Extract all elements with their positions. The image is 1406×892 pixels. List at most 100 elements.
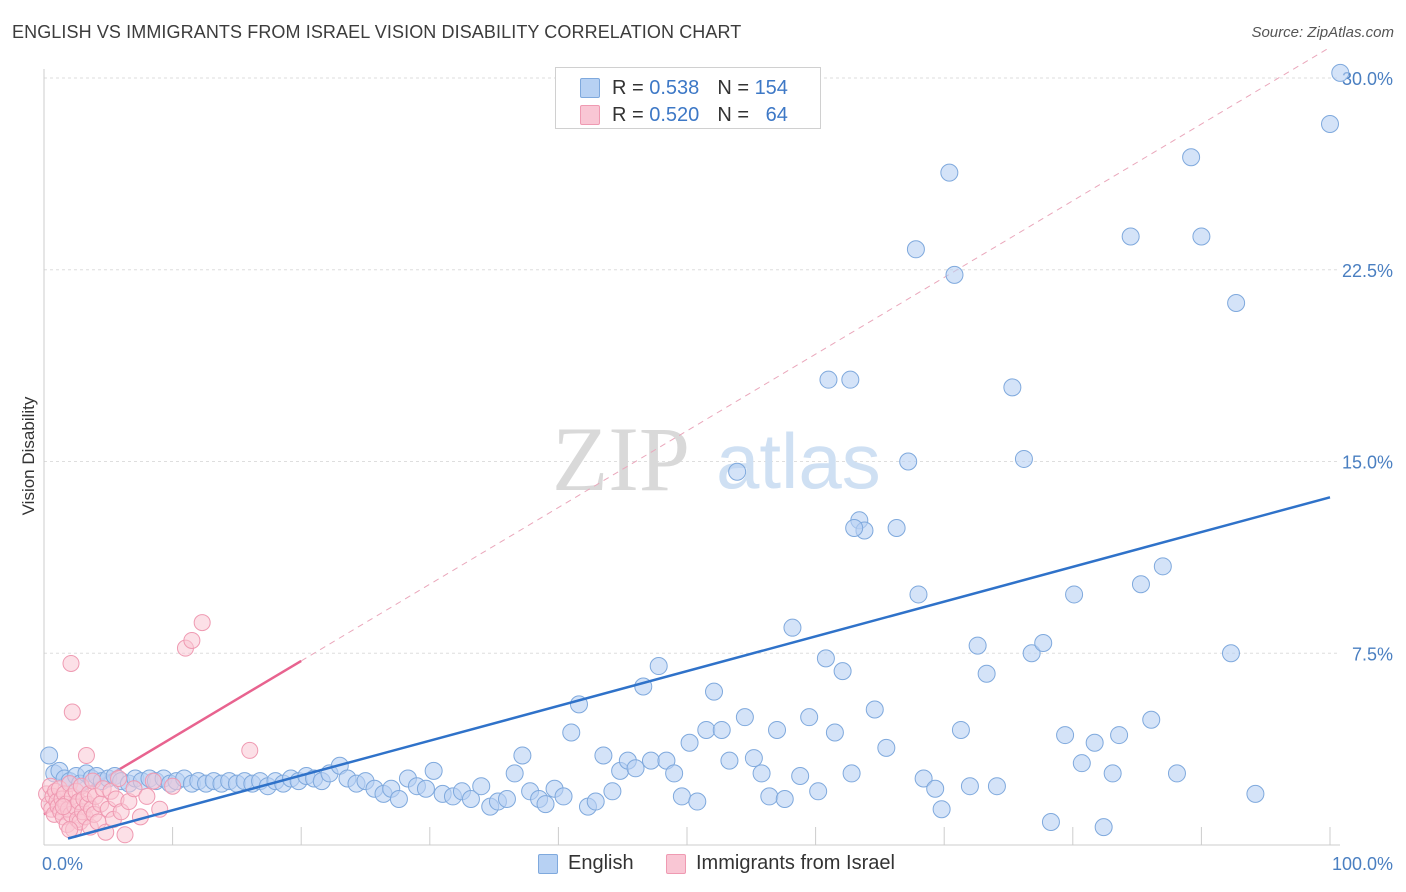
watermark-zip: ZIP bbox=[552, 408, 690, 510]
english-point bbox=[536, 795, 555, 814]
english-point bbox=[899, 452, 918, 471]
chart-title: ENGLISH VS IMMIGRANTS FROM ISRAEL VISION… bbox=[12, 22, 742, 42]
y-tick-label: 7.5% bbox=[1352, 644, 1393, 664]
bottom-legend-immigrants[interactable]: Immigrants from Israel bbox=[666, 852, 895, 875]
english-point bbox=[697, 720, 716, 739]
english-point bbox=[688, 792, 707, 811]
english-point bbox=[842, 764, 861, 783]
legend-r-value: 0.520 bbox=[649, 103, 700, 126]
english-point bbox=[461, 789, 480, 808]
english-point bbox=[960, 777, 979, 796]
english-point bbox=[841, 370, 860, 389]
english-point bbox=[472, 777, 491, 796]
english-point bbox=[1321, 115, 1339, 134]
english-point bbox=[505, 764, 524, 783]
english-point bbox=[951, 720, 970, 739]
english-point bbox=[594, 746, 613, 765]
english-point bbox=[720, 751, 739, 770]
bottom-legend-immigrants-label: Immigrants from Israel bbox=[696, 852, 895, 874]
english-point bbox=[672, 787, 691, 806]
english-point bbox=[416, 779, 435, 798]
immigrants-point bbox=[62, 654, 80, 672]
english-point bbox=[424, 761, 443, 780]
immigrants-trend-extension bbox=[300, 46, 1331, 662]
english-point bbox=[665, 764, 684, 783]
english-point bbox=[987, 777, 1006, 796]
immigrants-points bbox=[38, 614, 259, 844]
english-point bbox=[1014, 449, 1033, 468]
english-point bbox=[641, 751, 660, 770]
y-tick-label: 22.5% bbox=[1342, 261, 1393, 281]
english-point bbox=[1221, 644, 1240, 663]
english-point bbox=[914, 769, 933, 788]
english-point bbox=[977, 664, 996, 683]
english-point bbox=[554, 787, 573, 806]
immigrants-point bbox=[110, 770, 128, 788]
english-point bbox=[926, 779, 945, 798]
english-point bbox=[887, 518, 906, 537]
legend-r-value: 0.538 bbox=[649, 76, 700, 99]
x-tick-marks bbox=[43, 827, 1331, 845]
english-point bbox=[680, 733, 699, 752]
immigrants-point bbox=[241, 741, 259, 759]
english-point bbox=[760, 787, 779, 806]
english-trend bbox=[67, 496, 1331, 840]
bottom-legend: English Immigrants from Israel bbox=[0, 852, 1406, 878]
bottom-legend-english[interactable]: English bbox=[538, 852, 634, 875]
english-point bbox=[705, 682, 724, 701]
english-point bbox=[712, 720, 731, 739]
english-point bbox=[906, 240, 925, 259]
y-tick-labels: 7.5% 15.0% 22.5% 30.0% bbox=[1342, 69, 1393, 664]
english-point bbox=[932, 800, 951, 819]
english-point bbox=[626, 759, 645, 778]
english-point bbox=[389, 789, 408, 808]
immigrants-swatch bbox=[580, 105, 600, 125]
legend-row-immigrants: R = 0.520 N = 64 bbox=[580, 103, 788, 127]
english-swatch bbox=[538, 853, 558, 874]
english-point bbox=[586, 792, 605, 811]
legend-n-value: 64 bbox=[765, 103, 788, 126]
english-point bbox=[1167, 764, 1186, 783]
y-tick-label: 15.0% bbox=[1342, 453, 1393, 473]
legend-row-english: R = 0.538 N = 154 bbox=[580, 76, 788, 100]
english-swatch bbox=[580, 78, 600, 98]
english-point bbox=[791, 766, 810, 785]
english-point bbox=[513, 746, 532, 765]
immigrants-point bbox=[138, 787, 156, 805]
source-credit: Source: ZipAtlas.com bbox=[1251, 24, 1394, 41]
bottom-legend-english-label: English bbox=[568, 852, 634, 874]
legend-n-label: N = bbox=[717, 76, 749, 99]
immigrants-swatch bbox=[666, 853, 686, 874]
english-point bbox=[1153, 557, 1172, 576]
english-point bbox=[865, 700, 884, 719]
english-point bbox=[1022, 644, 1041, 663]
english-point bbox=[945, 265, 964, 284]
english-point bbox=[1065, 585, 1084, 604]
english-point bbox=[649, 657, 668, 676]
english-point bbox=[1094, 818, 1113, 837]
english-point bbox=[603, 782, 622, 801]
legend-box: R = 0.538 N = 154 R = 0.520 N = 64 bbox=[555, 67, 821, 129]
watermark-atlas: atlas bbox=[716, 417, 881, 505]
x-tick-labels: 0.0% 100.0% bbox=[42, 854, 1393, 874]
english-point bbox=[1085, 733, 1104, 752]
immigrants-point bbox=[77, 747, 95, 765]
english-point bbox=[940, 163, 959, 182]
english-point bbox=[1246, 784, 1265, 803]
immigrants-point bbox=[125, 780, 143, 798]
english-point bbox=[968, 636, 987, 655]
english-point bbox=[1192, 227, 1211, 246]
english-point bbox=[825, 723, 844, 742]
legend-n-label: N = bbox=[717, 103, 749, 126]
legend-n-value: 154 bbox=[754, 76, 788, 99]
english-point bbox=[40, 746, 59, 765]
english-point bbox=[1003, 378, 1022, 397]
english-points bbox=[40, 63, 1350, 837]
english-trend-line bbox=[67, 496, 1331, 840]
english-point bbox=[1110, 726, 1129, 745]
legend-r-label: R = bbox=[612, 103, 644, 126]
english-point bbox=[1182, 148, 1201, 167]
english-point bbox=[877, 738, 896, 757]
y-axis-label: Vision Disability bbox=[19, 396, 38, 515]
english-point bbox=[562, 723, 581, 742]
